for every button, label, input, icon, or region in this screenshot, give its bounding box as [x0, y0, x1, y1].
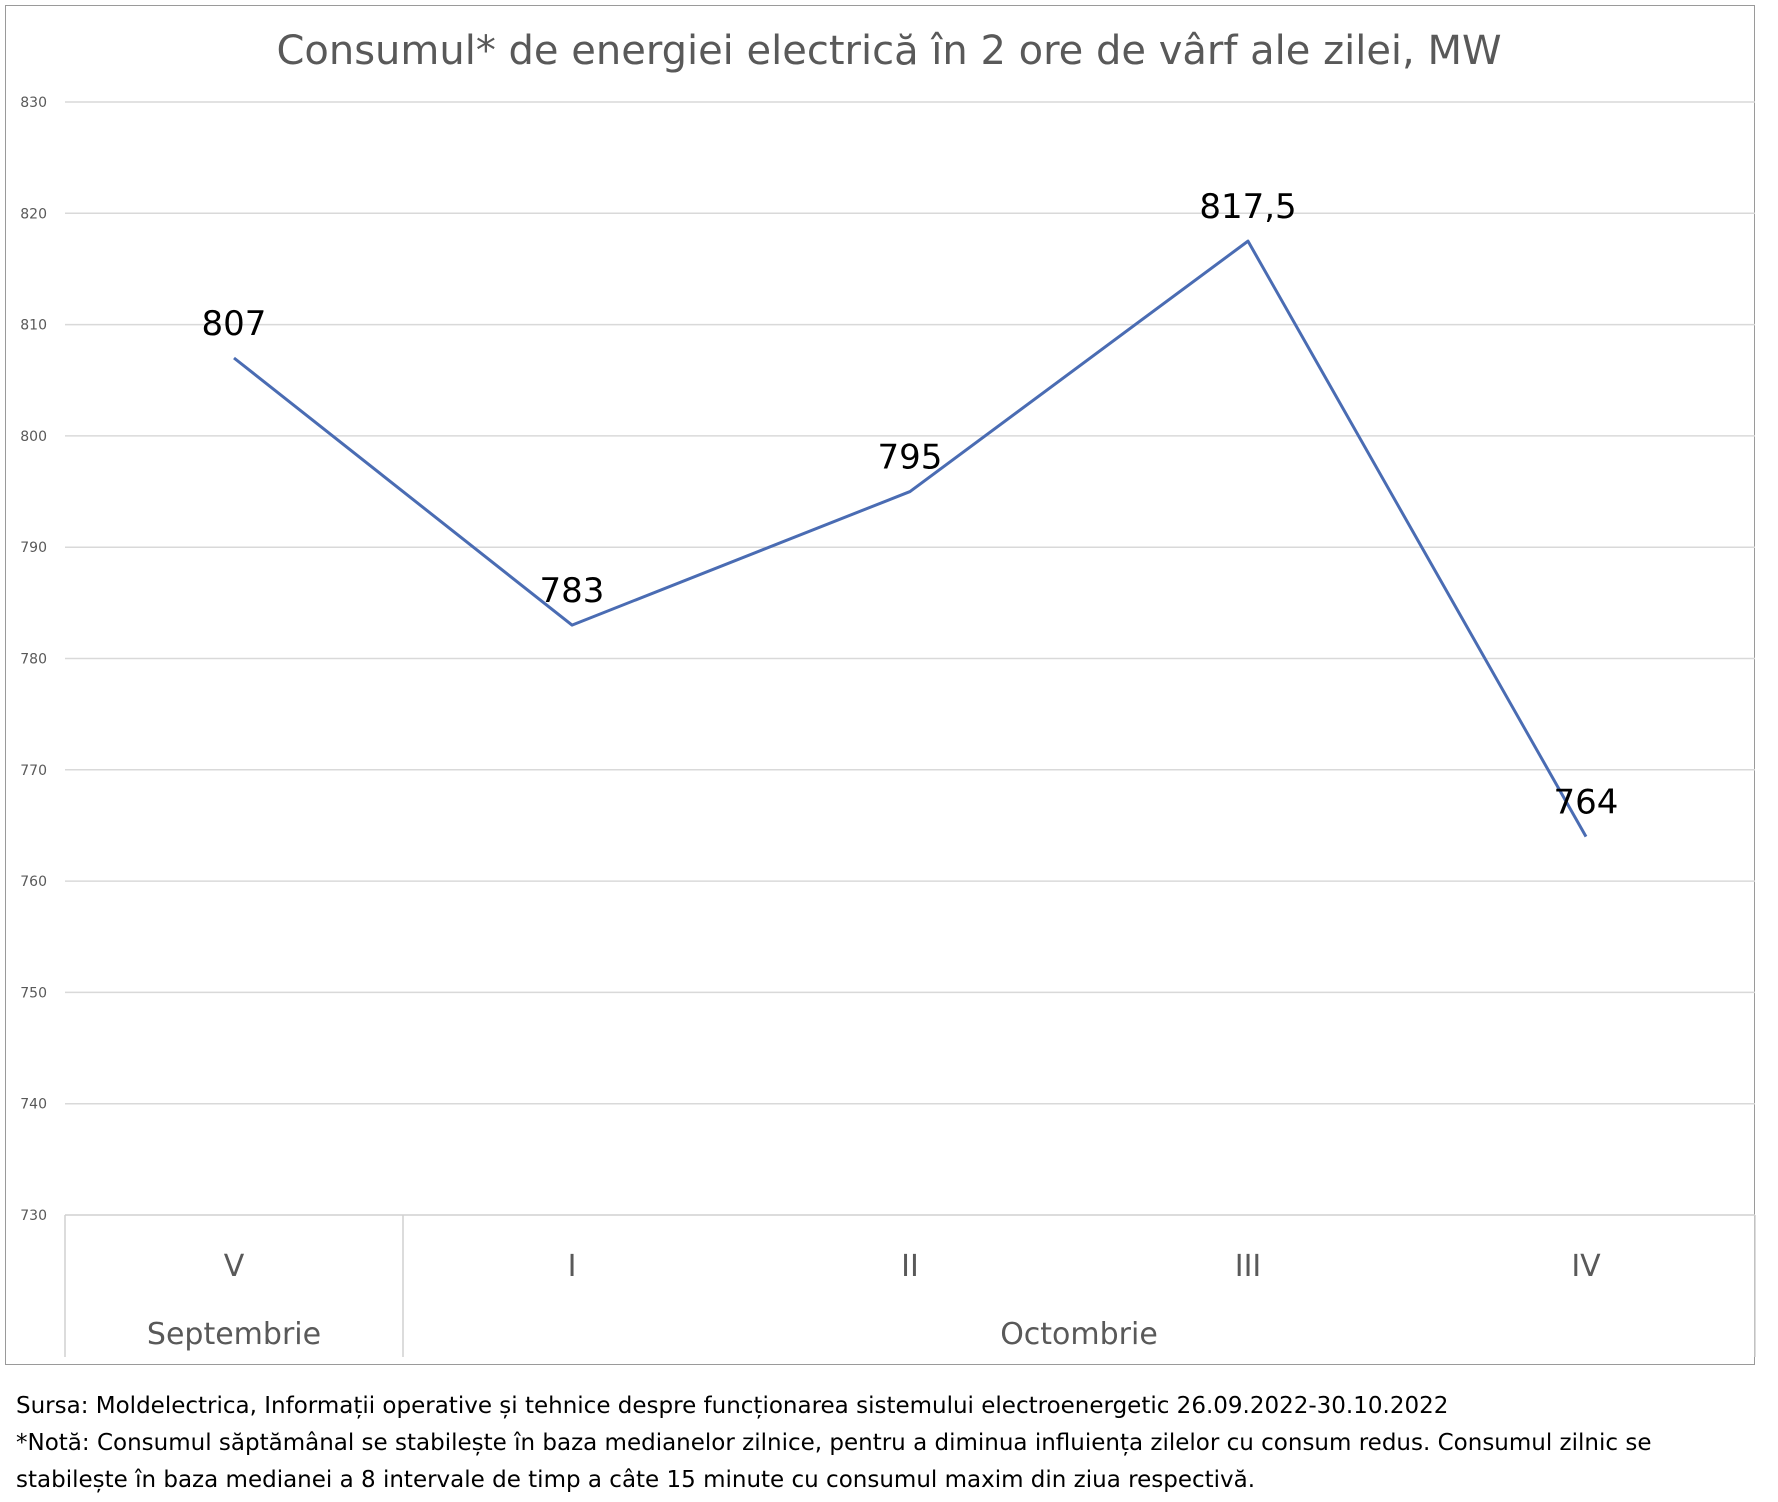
data-label: 817,5	[1199, 187, 1296, 227]
series	[233, 239, 1588, 838]
x-tick-label: II	[901, 1249, 919, 1284]
y-tick-label: 830	[20, 95, 47, 111]
y-tick-label: 800	[20, 429, 47, 445]
source-note: Sursa: Moldelectrica, Informații operati…	[16, 1393, 1449, 1419]
data-label: 783	[540, 571, 605, 611]
x-tick-label: III	[1235, 1249, 1262, 1284]
y-tick-label: 810	[20, 318, 47, 334]
x-tick-label: IV	[1571, 1249, 1601, 1284]
x-tick-label: V	[224, 1249, 245, 1284]
y-tick-label: 770	[20, 763, 47, 779]
data-labels: 807 783 795 817,5 764	[202, 187, 1619, 822]
y-axis-ticks: 730 740 750 760 770 780 790 800 810 820 830	[20, 95, 47, 1224]
note-line-2: stabilește în baza medianei a 8 interval…	[16, 1467, 1256, 1493]
y-tick-label: 740	[20, 1097, 47, 1113]
chart-title: Consumul* de energiei electrică în 2 ore…	[276, 28, 1501, 74]
data-label: 807	[202, 304, 267, 344]
series-line	[233, 239, 1588, 838]
data-label: 764	[1554, 783, 1619, 823]
y-tick-label: 780	[20, 652, 47, 668]
y-tick-label: 790	[20, 540, 47, 556]
y-tick-label: 750	[20, 985, 47, 1001]
y-tick-label: 820	[20, 206, 47, 222]
x-tick-label: I	[568, 1249, 577, 1284]
gridlines	[65, 101, 1755, 1105]
y-tick-label: 760	[20, 874, 47, 890]
y-tick-label: 730	[20, 1208, 47, 1224]
chart-frame	[5, 5, 1755, 1365]
category-group-label: Septembrie	[147, 1317, 321, 1352]
footer-notes: Sursa: Moldelectrica, Informații operati…	[16, 1388, 1766, 1499]
note-line-1: *Notă: Consumul săptămânal se stabilește…	[16, 1430, 1652, 1456]
data-label: 795	[878, 438, 943, 478]
category-group-label: Octombrie	[1000, 1317, 1158, 1352]
